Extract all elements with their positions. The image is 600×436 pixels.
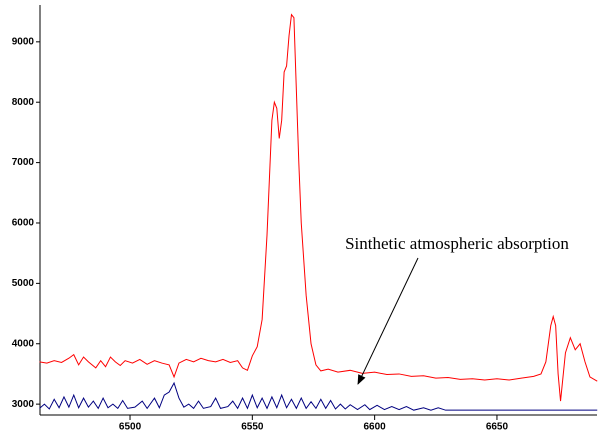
x-tick-label: 6650 — [486, 422, 509, 433]
series-line — [39, 13, 598, 402]
x-tick-label: 6500 — [119, 422, 142, 433]
series-line — [39, 381, 598, 411]
y-tick-label: 4000 — [12, 338, 35, 349]
y-tick-label: 5000 — [12, 278, 35, 289]
y-tick-label: 9000 — [12, 36, 35, 47]
y-tick-label: 6000 — [12, 218, 35, 229]
x-tick-label: 6550 — [241, 422, 264, 433]
x-tick-label: 6600 — [364, 422, 387, 433]
y-tick-label: 8000 — [12, 97, 35, 108]
arrow — [357, 257, 419, 385]
annotation: Sinthetic atmospheric absorption — [345, 234, 569, 253]
y-tick-label: 3000 — [12, 399, 35, 410]
y-tick-label: 7000 — [12, 157, 35, 168]
